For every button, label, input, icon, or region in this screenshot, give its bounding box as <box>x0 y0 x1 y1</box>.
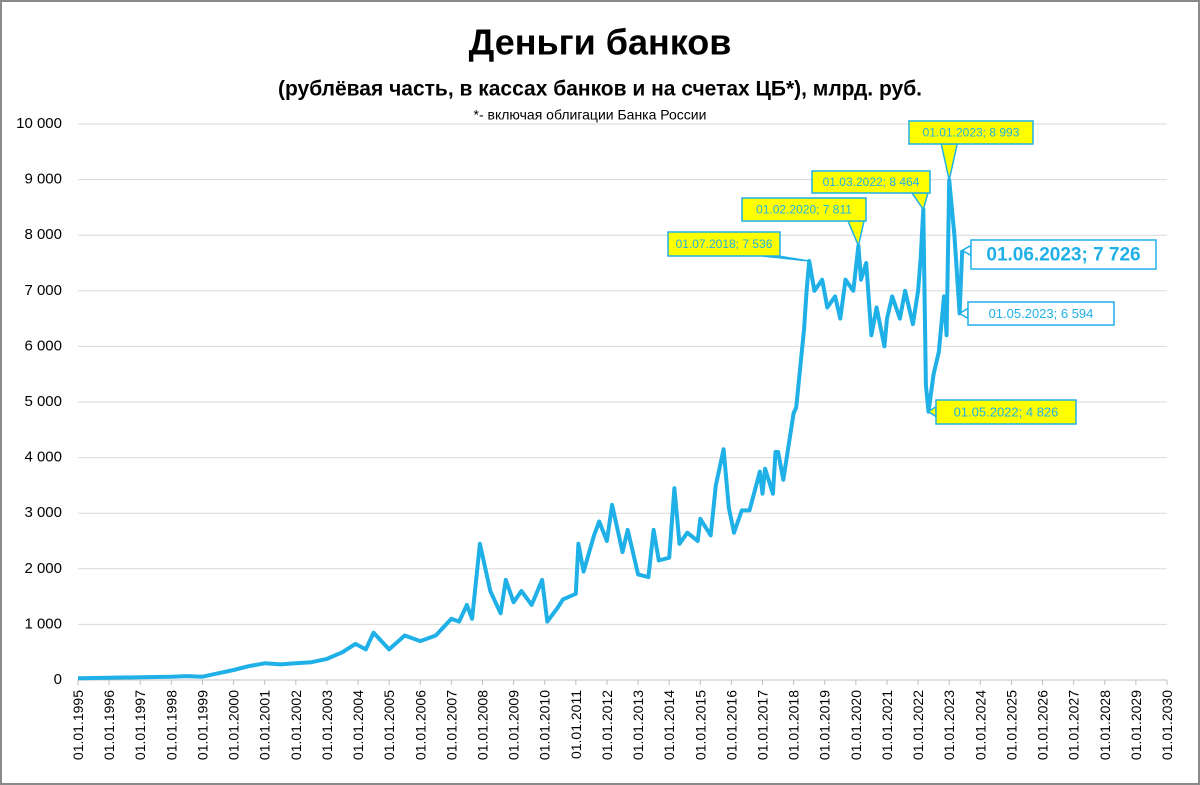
callout: 01.05.2022; 4 826 <box>927 399 1077 425</box>
x-tick-label: 01.01.2001 <box>257 690 273 760</box>
callout-box <box>667 231 781 257</box>
callout: 01.02.2020; 7 811 <box>741 197 867 249</box>
x-tick-label: 01.01.2009 <box>506 690 522 760</box>
y-tick-label: 8 000 <box>24 226 62 243</box>
callout: 01.03.2022; 8 464 <box>811 170 931 212</box>
x-tick-label: 01.01.1999 <box>194 690 210 760</box>
x-tick-label: 01.01.2024 <box>972 690 988 760</box>
callout-label: 01.06.2023; 7 726 <box>986 245 1140 266</box>
x-tick-label: 01.01.2023 <box>941 690 957 760</box>
x-tick-label: 01.01.2015 <box>692 690 708 760</box>
y-tick-label: 6 000 <box>24 337 62 354</box>
x-tick-label: 01.01.2010 <box>537 690 553 760</box>
chart-note: *- включая облигации Банка России <box>474 107 707 123</box>
y-tick-label: 3 000 <box>24 504 62 521</box>
x-tick-label: 01.01.2004 <box>350 690 366 760</box>
callout-box <box>967 301 1115 326</box>
x-tick-label: 01.01.2028 <box>1097 690 1113 760</box>
x-tick-label: 01.01.2030 <box>1159 690 1175 760</box>
x-tick-label: 01.01.2003 <box>319 690 335 760</box>
y-tick-label: 0 <box>54 671 62 688</box>
x-tick-label: 01.01.2008 <box>474 690 490 760</box>
x-tick-label: 01.01.1995 <box>70 690 86 760</box>
callout-box <box>741 197 867 222</box>
x-tick-label: 01.01.2026 <box>1035 690 1051 760</box>
x-tick-label: 01.01.2029 <box>1128 690 1144 760</box>
x-tick-label: 01.01.2007 <box>443 690 459 760</box>
x-tick-label: 01.01.2000 <box>226 690 242 760</box>
x-tick-label: 01.01.2022 <box>910 690 926 760</box>
chart-subtitle: (рублёвая часть, в кассах банков и на сч… <box>278 78 922 101</box>
callout-label: 01.02.2020; 7 811 <box>756 203 852 217</box>
callout-label: 01.01.2023; 8 993 <box>923 126 1020 140</box>
callout-label: 01.07.2018; 7 536 <box>676 237 773 251</box>
x-tick-label: 01.01.2021 <box>879 690 895 760</box>
y-tick-label: 2 000 <box>24 560 62 577</box>
callout: 01.06.2023; 7 726 <box>960 239 1157 270</box>
callout-box <box>970 239 1157 270</box>
x-tick-label: 01.01.2005 <box>381 690 397 760</box>
x-tick-label: 01.01.2002 <box>288 690 304 760</box>
y-tick-label: 7 000 <box>24 282 62 299</box>
x-tick-label: 01.01.1997 <box>132 690 148 760</box>
x-tick-label: 01.01.2012 <box>599 690 615 760</box>
y-tick-label: 5 000 <box>24 393 62 410</box>
data-line <box>77 178 965 681</box>
x-tick-label: 01.01.2014 <box>661 690 677 760</box>
x-tick-label: 01.01.2020 <box>848 690 864 760</box>
callout: 01.07.2018; 7 536 <box>667 231 810 262</box>
y-tick-label: 9 000 <box>24 171 62 188</box>
callout-box <box>811 170 931 194</box>
y-tick-label: 4 000 <box>24 449 62 466</box>
x-tick-label: 01.01.2027 <box>1066 690 1082 760</box>
x-tick-label: 01.01.2013 <box>630 690 646 760</box>
x-tick-label: 01.01.1998 <box>163 690 179 760</box>
callout-label: 01.05.2022; 4 826 <box>954 404 1059 419</box>
callout-box <box>935 399 1077 425</box>
x-tick-label: 01.01.2025 <box>1003 690 1019 760</box>
x-tick-label: 01.01.2006 <box>412 690 428 760</box>
x-tick-label: 01.01.2016 <box>723 690 739 760</box>
x-tick-label: 01.01.2011 <box>568 690 584 759</box>
y-tick-label: 1 000 <box>24 615 62 632</box>
x-tick-label: 01.01.1996 <box>101 690 117 760</box>
callout-label: 01.05.2023; 6 594 <box>989 306 1094 321</box>
x-tick-label: 01.01.2017 <box>755 690 771 760</box>
callout: 01.01.2023; 8 993 <box>908 120 1034 181</box>
callout: 01.05.2023; 6 594 <box>958 301 1115 326</box>
x-tick-label: 01.01.2018 <box>786 690 802 760</box>
y-tick-label: 10 000 <box>16 115 62 132</box>
callout-label: 01.03.2022; 8 464 <box>823 175 920 189</box>
callout-box <box>908 120 1034 145</box>
x-tick-label: 01.01.2019 <box>817 690 833 760</box>
chart-title: Деньги банков <box>469 22 732 63</box>
